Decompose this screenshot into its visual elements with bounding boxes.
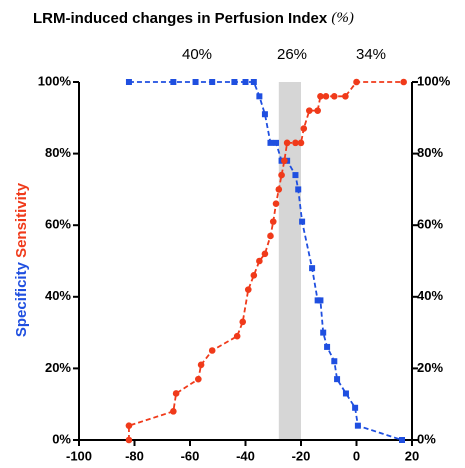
- point: [342, 390, 349, 397]
- point: [256, 257, 263, 265]
- y-axis-label: Specificity Sensitivity: [13, 182, 30, 337]
- point: [172, 390, 180, 397]
- chart-title: LRM-induced changes in Perfusion Index (…: [33, 10, 354, 27]
- annotation: 26%: [277, 46, 307, 63]
- point: [273, 139, 280, 146]
- point: [292, 139, 299, 147]
- y-tick-label: 20%: [45, 360, 71, 375]
- x-tick-label: -40: [236, 448, 255, 463]
- point: [233, 332, 241, 340]
- series-line: [128, 81, 404, 440]
- point: [242, 79, 249, 85]
- point: [250, 79, 257, 85]
- point: [353, 78, 360, 86]
- y2-tick-label: 60%: [417, 217, 443, 232]
- annotation: 40%: [182, 46, 212, 63]
- point: [250, 272, 258, 279]
- x-tick-label: -80: [125, 448, 144, 463]
- y2-tick-label: 40%: [417, 288, 443, 303]
- y-tick-label: 100%: [38, 73, 72, 88]
- point: [354, 422, 361, 429]
- point: [334, 376, 341, 383]
- x-tick-label: -60: [181, 448, 200, 463]
- shaded-region: [278, 82, 301, 440]
- point: [292, 172, 299, 179]
- point: [295, 186, 302, 193]
- point: [209, 79, 216, 85]
- y-tick-label: 0%: [52, 431, 71, 446]
- point: [267, 232, 274, 240]
- point: [300, 125, 308, 132]
- point: [261, 250, 269, 258]
- point: [324, 343, 331, 350]
- point: [125, 436, 133, 444]
- point: [267, 139, 274, 146]
- point: [297, 139, 305, 147]
- point: [239, 318, 247, 326]
- point: [269, 218, 277, 225]
- series-line: [128, 81, 403, 441]
- y2-tick-label: 0%: [417, 431, 436, 446]
- title-main: LRM-induced changes in Perfusion Index: [33, 10, 328, 27]
- point: [170, 408, 177, 415]
- point: [352, 404, 359, 411]
- point: [320, 329, 327, 336]
- point: [256, 93, 263, 100]
- point: [299, 218, 306, 225]
- point: [317, 297, 324, 304]
- point: [400, 78, 407, 86]
- point: [208, 347, 216, 354]
- point: [275, 186, 283, 193]
- x-tick-label: -100: [66, 448, 92, 463]
- point: [283, 139, 291, 147]
- x-tick-label: 20: [405, 448, 419, 463]
- legend-specificity: Specificity: [13, 261, 30, 337]
- point: [197, 361, 205, 369]
- y-tick-label: 60%: [45, 217, 71, 232]
- y2-tick-label: 80%: [417, 145, 443, 160]
- point: [261, 111, 268, 118]
- y-tick-label: 40%: [45, 288, 71, 303]
- point: [195, 375, 202, 383]
- point: [309, 265, 316, 272]
- point: [314, 107, 321, 114]
- x-tick-label: 0: [353, 448, 360, 463]
- point: [125, 422, 133, 429]
- point: [192, 79, 199, 85]
- point: [272, 200, 280, 208]
- point: [331, 358, 338, 365]
- point: [331, 93, 338, 100]
- point: [125, 79, 132, 85]
- point: [317, 93, 324, 100]
- point: [322, 93, 330, 100]
- point: [306, 107, 313, 114]
- title-unit: (%): [331, 10, 354, 26]
- point: [231, 79, 238, 85]
- y2-tick-label: 20%: [417, 360, 443, 375]
- point: [281, 157, 288, 165]
- y-tick-label: 80%: [45, 145, 71, 160]
- point: [278, 171, 285, 179]
- y2-tick-label: 100%: [417, 73, 451, 88]
- x-tick-label: -20: [292, 448, 311, 463]
- annotation: 34%: [356, 46, 386, 63]
- point: [170, 79, 177, 85]
- legend-sensitivity: Sensitivity: [13, 182, 30, 258]
- point: [399, 437, 406, 443]
- point: [244, 286, 252, 293]
- point: [342, 93, 349, 100]
